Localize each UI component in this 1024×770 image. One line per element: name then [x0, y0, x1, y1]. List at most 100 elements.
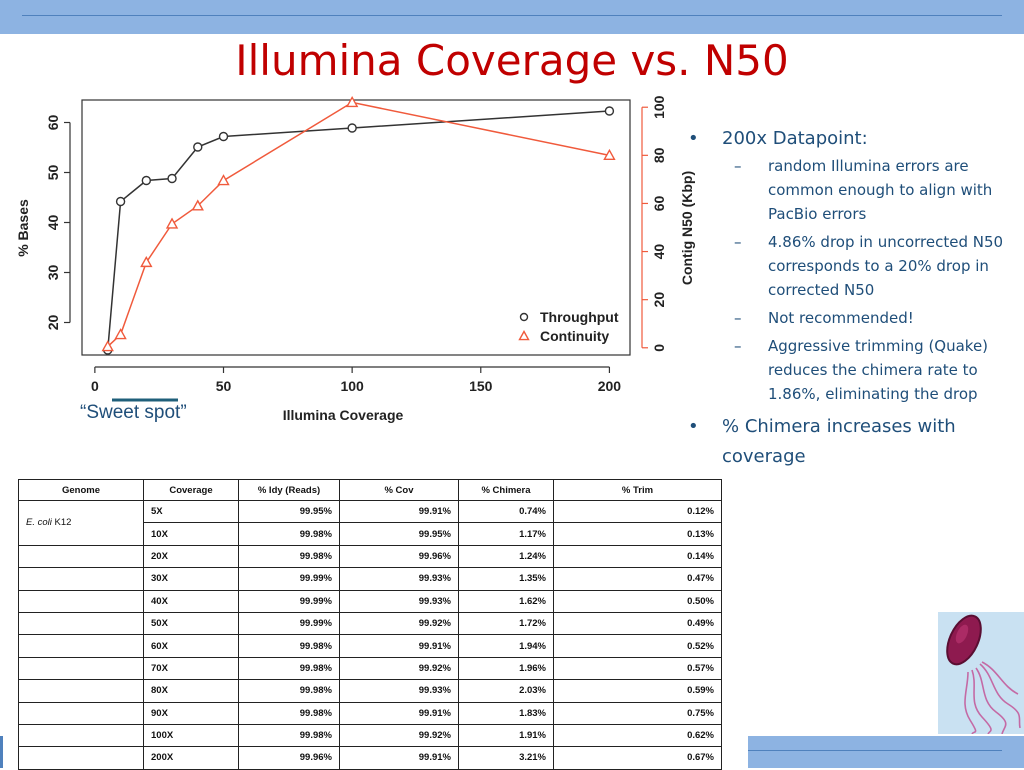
- bottom-accent-rule: [748, 750, 1002, 751]
- chimera-cell: 1.62%: [458, 589, 554, 613]
- trim-cell: 0.12%: [553, 499, 722, 524]
- chimera-cell: 2.03%: [458, 679, 554, 703]
- cov-cell: 99.91%: [339, 746, 459, 770]
- y-right-axis-label: Contig N50 (Kbp): [679, 171, 695, 285]
- y-left-tick-label: 50: [45, 165, 61, 181]
- cov-cell: 99.93%: [339, 567, 459, 591]
- sub-bullet-text: Aggressive trimming (Quake) reduces the …: [768, 337, 989, 403]
- genome-cell-empty: [18, 723, 144, 748]
- genome-cell-empty: [18, 701, 144, 725]
- series-line-throughput: [106, 110, 610, 351]
- chimera-cell: 1.94%: [458, 634, 554, 658]
- x-tick-label: 0: [91, 378, 99, 394]
- data-point-continuity: [603, 148, 616, 161]
- y-left-tick-label: 40: [45, 215, 61, 231]
- bottom-accent-band: [748, 736, 1024, 768]
- idy-cell: 99.98%: [238, 522, 340, 546]
- cov-cell: 99.93%: [339, 679, 459, 703]
- genome-cell-empty: [18, 611, 144, 636]
- legend-label-throughput: Throughput: [540, 309, 619, 325]
- coverage-cell: 30X: [143, 567, 239, 591]
- trim-cell: 0.59%: [553, 679, 722, 703]
- table-row: E. coli K12 5X 99.95% 99.91% 0.74% 0.12%: [18, 499, 722, 546]
- genome-cell-empty: [18, 567, 144, 591]
- trim-cell: 0.13%: [553, 522, 722, 546]
- y-left-axis-label: % Bases: [15, 199, 31, 257]
- chimera-cell: 0.74%: [458, 499, 554, 524]
- series-line-continuity: [107, 101, 610, 348]
- table-row: 10X 99.98% 99.95% 1.17% 0.13%: [19, 522, 722, 546]
- slide-title: Illumina Coverage vs. N50: [235, 36, 789, 85]
- data-point-throughput: [167, 173, 177, 184]
- trim-cell: 0.50%: [553, 589, 722, 613]
- sub-bullet: – Aggressive trimming (Quake) reduces th…: [682, 334, 1022, 406]
- coverage-cell: 200X: [143, 746, 239, 770]
- data-point-throughput: [193, 142, 203, 152]
- x-tick-label: 200: [598, 378, 622, 394]
- x-tick-label: 100: [340, 378, 364, 394]
- genome-cell-empty: [18, 656, 144, 681]
- trim-cell: 0.52%: [553, 634, 722, 658]
- table-row: 80X 99.98% 99.93% 2.03% 0.59%: [18, 679, 722, 703]
- coverage-cell: 50X: [143, 611, 239, 636]
- sub-bullet: – 4.86% drop in uncorrected N50 correspo…: [682, 230, 1022, 302]
- idy-cell: 99.99%: [238, 567, 340, 591]
- table-header-row: Genome Coverage % Idy (Reads) % Cov % Ch…: [18, 479, 722, 501]
- trim-cell: 0.75%: [553, 701, 722, 725]
- idy-cell: 99.98%: [238, 634, 340, 658]
- coverage-cell: 5X: [143, 499, 239, 524]
- data-point-continuity: [114, 328, 127, 340]
- data-point-continuity: [345, 95, 359, 108]
- idy-cell: 99.98%: [238, 723, 340, 748]
- coverage-table: Genome Coverage % Idy (Reads) % Cov % Ch…: [18, 479, 722, 770]
- bullet-text: 200x Datapoint:: [722, 128, 868, 149]
- coverage-cell: 90X: [143, 701, 239, 725]
- table-body: E. coli K12 5X 99.95% 99.91% 0.74% 0.12% 10X 99…: [18, 499, 722, 770]
- data-point-continuity: [191, 199, 204, 211]
- idy-cell: 99.99%: [238, 589, 340, 613]
- genome-cell: E. coli K12: [18, 500, 144, 546]
- data-point-continuity: [165, 217, 179, 229]
- idy-cell: 99.98%: [238, 656, 340, 681]
- coverage-cell: 60X: [143, 634, 239, 658]
- dash-marker: –: [734, 309, 742, 327]
- dash-marker: –: [734, 233, 742, 251]
- data-point-throughput: [347, 123, 357, 133]
- genome-cell-empty: [18, 589, 144, 613]
- chimera-cell: 1.24%: [458, 544, 554, 569]
- genome-species: E. coli: [26, 517, 52, 529]
- plot-frame: [81, 99, 631, 356]
- bullet-marker: •: [688, 416, 699, 437]
- idy-cell: 99.98%: [238, 544, 340, 569]
- y-left-tick-label: 30: [45, 265, 61, 281]
- coverage-cell: 10X: [143, 522, 239, 546]
- bullet-200x: • 200x Datapoint:: [682, 124, 1022, 154]
- idy-cell: 99.95%: [238, 499, 340, 524]
- x-tick-label: 50: [216, 378, 232, 394]
- table-row: 100X 99.98% 99.92% 1.91% 0.62%: [18, 723, 722, 748]
- bottom-left-accent: [0, 736, 3, 768]
- cov-cell: 99.96%: [339, 544, 459, 569]
- table-row: 50X 99.99% 99.92% 1.72% 0.49%: [18, 611, 722, 636]
- genome-cell-empty: [18, 634, 144, 658]
- trim-cell: 0.49%: [553, 611, 722, 636]
- cov-cell: 99.92%: [339, 723, 459, 748]
- data-point-continuity: [101, 340, 114, 352]
- y-right-tick-label: 0: [651, 344, 667, 352]
- sub-bullet: – Not recommended!: [682, 306, 1022, 330]
- y-right-tick-label: 100: [651, 95, 667, 119]
- idy-cell: 99.96%: [238, 746, 340, 770]
- header-idy: % Idy (Reads): [238, 479, 340, 501]
- genome-cell-empty: [18, 679, 144, 703]
- dash-marker: –: [734, 337, 742, 355]
- coverage-cell: 100X: [143, 723, 239, 748]
- y-right-tick-label: 80: [651, 147, 667, 163]
- y-right-tick-label: 20: [651, 292, 667, 308]
- bullet-marker: •: [688, 128, 699, 149]
- table-row: 200X 99.96% 99.91% 3.21% 0.67%: [18, 746, 722, 770]
- trim-cell: 0.62%: [553, 723, 722, 748]
- genome-cell-empty: [18, 746, 144, 770]
- legend-marker-throughput: [519, 312, 529, 322]
- bullet-text: % Chimera increases with coverage: [722, 416, 956, 467]
